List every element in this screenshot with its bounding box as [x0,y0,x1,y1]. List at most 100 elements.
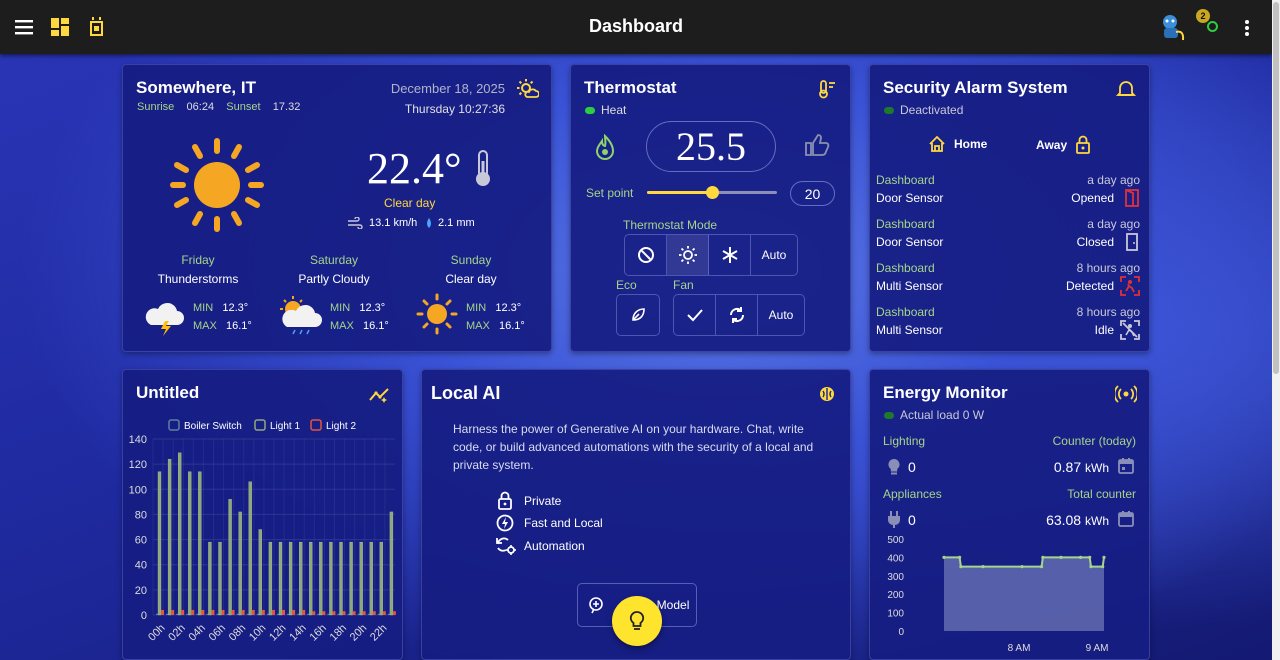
bar [367,613,370,615]
min-temp: 12.3° [495,302,522,314]
x-tick-label: 16h [307,622,328,643]
dashboard-grid-icon[interactable] [47,14,73,40]
min-label: MIN [466,302,487,314]
eco-button[interactable] [617,295,659,335]
ai-model-icon [589,597,603,614]
bar [389,511,394,616]
rain-amount: 2.1 mm [438,217,475,229]
sunrise-label: Sunrise [137,101,175,113]
sunset-label: Sunset [226,101,261,113]
y-tick-label: 120 [129,459,147,471]
bar [292,609,296,615]
assistant-avatar-icon[interactable] [1158,12,1188,42]
alarm-event-3[interactable]: Dashboard 8 hours ago Multi Sensor Detec… [876,261,1144,301]
bar [299,541,303,616]
bar [261,609,265,615]
home-mode-label: Home [954,137,988,151]
broadcast-icon[interactable] [1113,385,1139,408]
more-options-icon[interactable] [1244,19,1250,42]
alarm-title: Security Alarm System [883,78,1068,97]
mode-auto-button[interactable]: Auto [761,248,787,262]
calendar-icon[interactable] [1117,510,1135,528]
alarm-event-2[interactable]: Dashboard a day ago Door Sensor Closed [876,217,1144,257]
alarm-event-1[interactable]: Dashboard a day ago Door Sensor Opened [876,173,1144,213]
mode-heat-button[interactable] [667,235,709,275]
x-tick-label: 9 AM [1086,643,1109,654]
data-point [958,555,962,559]
bar [211,609,215,615]
bell-icon[interactable] [1115,79,1137,104]
home-mode-button[interactable]: Home [928,135,987,153]
energy-line-chart[interactable]: 0 100 200 300 400 500 8 AM 9 AM [870,370,1151,660]
away-mode-button[interactable]: Away [1036,135,1091,155]
fan-cycle-button[interactable] [716,295,758,335]
sun-cloud-icon[interactable] [517,79,540,104]
menu-icon[interactable] [12,14,38,40]
status-text: Heat [601,103,627,117]
bar [198,471,202,616]
y-tick-label: 100 [129,484,147,496]
sun-mode-icon [678,246,697,264]
lightning-icon [496,514,514,532]
fan-selector: Auto [673,294,805,336]
notification-badge[interactable]: 2 [1196,9,1210,23]
slider-thumb[interactable] [706,186,719,199]
fan-on-button[interactable] [674,295,716,335]
data-point [1101,565,1105,569]
current-temp-display: 25.5 [646,121,776,172]
alarm-event-4[interactable]: Dashboard 8 hours ago Multi Sensor Idle [876,305,1144,345]
total-counter: 63.08 kWh [1046,512,1109,528]
bar [181,609,185,615]
event-state: Opened [1071,191,1114,205]
feature-automation: Automation [496,537,585,555]
feature-label: Fast and Local [524,516,603,530]
calendar-icon[interactable] [1117,457,1135,475]
mode-off-button[interactable] [625,235,667,275]
legend-swatch [310,419,322,431]
flame-icon[interactable] [593,133,617,165]
feature-label: Private [524,494,562,508]
large-sun-icon [167,137,267,238]
scrollbar[interactable] [1272,0,1280,660]
chart-trend-icon[interactable] [368,385,390,408]
forecast-day-1: Friday Thunderstorms [123,253,273,286]
scrollbar-thumb[interactable] [1273,2,1279,374]
event-device: Door Sensor [876,235,944,249]
bar [307,613,310,615]
y-tick-label: 100 [887,609,904,620]
brain-icon[interactable] [818,385,836,408]
total-counter-value: 63.08 [1046,512,1082,528]
data-point [959,565,963,569]
appliances-label: Appliances [883,487,942,501]
y-tick-label: 500 [887,535,904,546]
thermostat-settings-icon[interactable] [817,79,837,104]
max-temp: 16.1° [226,320,252,332]
x-tick-label: 20h [348,622,369,643]
y-tick-label: 300 [887,572,904,583]
setpoint-value[interactable]: 20 [790,181,835,206]
fan-auto-button[interactable]: Auto [768,308,794,322]
bar [157,471,162,616]
bar [176,613,179,615]
y-tick-label: 20 [135,585,147,597]
device-tag-icon[interactable] [84,14,110,40]
history-bar-chart[interactable]: Boiler Switch Light 1 Light 2 0 20 40 60 80 100 1… [123,370,404,660]
assist-fab-button[interactable] [612,596,662,646]
thumbs-up-icon[interactable] [804,133,830,162]
raindrop-icon [425,216,433,234]
x-tick-label: 18h [328,622,349,643]
counter-today-value: 0.87 [1053,459,1082,475]
bar [226,613,229,615]
appliances-value: 0 [908,512,916,528]
x-tick-label: 10h [247,622,268,643]
lighting-label: Lighting [883,434,926,448]
mode-cool-button[interactable] [709,235,751,275]
page-title: Dashboard [588,16,684,36]
snowflake-icon [722,247,737,263]
bar [382,611,386,615]
x-tick-label: 06h [207,622,228,643]
bar [278,541,283,616]
max-temp: 16.1° [499,320,525,332]
bar [287,613,290,615]
bar [362,611,366,615]
